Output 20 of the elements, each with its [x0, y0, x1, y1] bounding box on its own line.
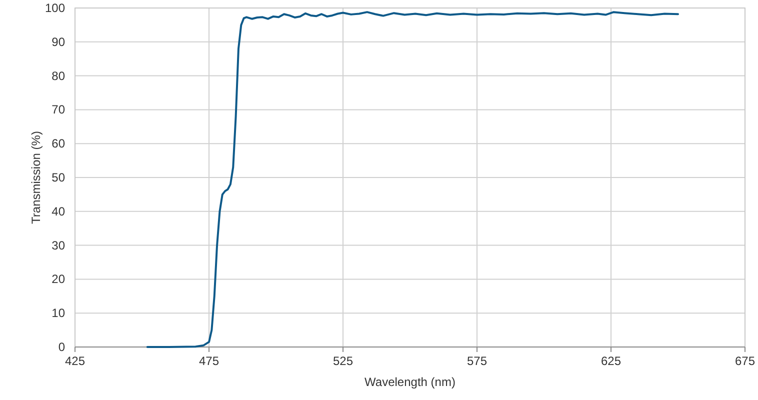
x-axis-title: Wavelength (nm) — [364, 375, 456, 389]
y-tick-label: 20 — [52, 272, 66, 286]
x-tick-label: 425 — [64, 354, 86, 368]
line-series — [146, 11, 679, 348]
x-tick-label: 525 — [332, 354, 354, 368]
x-tick-label: 475 — [198, 354, 220, 368]
y-tick-label: 30 — [52, 238, 66, 252]
y-tick-label: 90 — [52, 34, 66, 49]
y-tick-label: 80 — [52, 68, 66, 83]
x-tick-label: 675 — [734, 354, 756, 368]
y-axis-title: Transmission (%) — [29, 131, 43, 224]
y-tick-label: 100 — [44, 1, 66, 15]
y-tick-label: 0 — [58, 340, 66, 354]
y-tick-label: 50 — [52, 170, 66, 184]
y-tick-label: 60 — [52, 136, 66, 151]
x-tick-label: 575 — [466, 354, 488, 368]
y-tick-label: 40 — [52, 204, 66, 218]
y-tick-label: 10 — [52, 306, 66, 320]
y-tick-label: 70 — [52, 102, 66, 117]
x-tick-label: 625 — [600, 354, 622, 368]
